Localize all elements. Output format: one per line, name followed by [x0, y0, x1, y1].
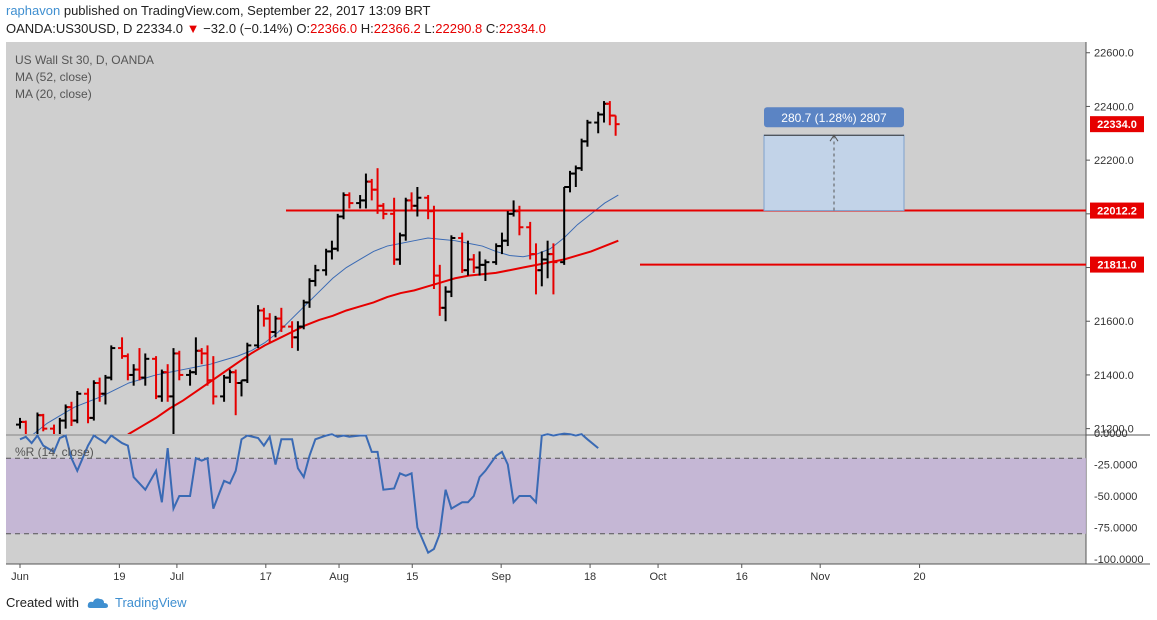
open-value: 22366.0 [310, 21, 358, 36]
x-tick-label: Nov [810, 571, 830, 583]
published-text: published on TradingView.com, September … [63, 3, 431, 18]
ohlc-bar [73, 391, 82, 424]
close-value: 22334.0 [498, 21, 546, 36]
ohlc-bar [481, 259, 490, 281]
y-tick-label: 22200.0 [1094, 155, 1134, 167]
legend-ma52: MA (52, close) [15, 70, 92, 84]
main-pane: 280.7 (1.28%) 2807 [16, 101, 1086, 434]
osc-tick-label: 0.0000 [1094, 428, 1128, 440]
x-tick-label: 17 [260, 571, 272, 583]
down-arrow-icon: ▼ [186, 21, 200, 36]
price-tag [1090, 116, 1144, 133]
ohlc-bar [549, 243, 558, 295]
ohlc-bar [209, 356, 218, 405]
osc-tick-label: -25.0000 [1094, 460, 1137, 472]
open-label: O: [296, 21, 311, 36]
x-tick-label: Jul [170, 571, 184, 583]
ohlc-bar [107, 345, 116, 381]
low-label: L: [424, 21, 436, 36]
low-value: 22290.8 [435, 21, 483, 36]
osc-tick-label: -100.0000 [1094, 554, 1144, 566]
x-tick-label: Aug [329, 571, 349, 583]
ohlc-bar [50, 424, 56, 434]
x-tick-label: 16 [736, 571, 748, 583]
y-tick-label: 22400.0 [1094, 101, 1134, 113]
x-tick-label: Oct [649, 571, 666, 583]
ohlc-bar [345, 192, 354, 209]
ma20-line [32, 194, 619, 434]
legend-title: US Wall St 30, D, OANDA [15, 53, 154, 67]
oscillator-pane [6, 432, 1086, 555]
footer: Created with TradingView [6, 595, 187, 610]
tradingview-link[interactable]: TradingView [114, 595, 187, 610]
ohlc-bar [447, 235, 456, 298]
williams-r-line [19, 432, 599, 555]
legend-williams-r: %R (14, close) [15, 445, 94, 459]
y-tick-label: 21400.0 [1094, 370, 1134, 382]
ohlc-bar [611, 114, 620, 136]
ohlc-header: OANDA:US30USD, D 22334.0 ▼ −32.0 (−0.14%… [6, 21, 546, 36]
x-tick-label: 15 [406, 571, 418, 583]
measure-label: 280.7 (1.28%) 2807 [781, 111, 887, 125]
ohlc-bar [21, 420, 27, 434]
x-tick-label: Jun [11, 571, 29, 583]
price-tag [1090, 256, 1144, 273]
ohlc-bar [413, 186, 422, 217]
x-tick-label: 19 [113, 571, 125, 583]
high-value: 22366.2 [373, 21, 421, 36]
ohlc-bar [243, 342, 252, 383]
ohlc-bar [39, 413, 48, 432]
username-link[interactable]: raphavon [6, 3, 61, 18]
price-tag-label: 21811.0 [1097, 260, 1136, 272]
osc-tick-label: -50.0000 [1094, 491, 1137, 503]
close-label: C: [485, 21, 499, 36]
ohlc-bar [515, 205, 524, 236]
tradingview-logo-icon [87, 597, 108, 608]
axes: 21200.021400.021600.021800.022000.022200… [11, 48, 1144, 583]
legend-ma20: MA (20, close) [15, 87, 92, 101]
price-chart[interactable]: 280.7 (1.28%) 2807 21200.0 21400.0 21600.0… [0, 0, 1157, 590]
change-value: −32.0 (−0.14%) [203, 21, 293, 36]
ma52-line [127, 239, 619, 434]
symbol-label: OANDA:US30USD, D [6, 21, 133, 36]
price-tag [1090, 202, 1144, 219]
y-tick-label: 21600.0 [1094, 316, 1134, 328]
osc-tick-label: -75.0000 [1094, 523, 1137, 535]
last-price: 22334.0 [136, 21, 184, 36]
y-tick-label: 22600.0 [1094, 48, 1134, 60]
ohlc-bar [141, 353, 150, 386]
y-tick-label: 21200.0 [1094, 424, 1134, 436]
x-tick-label: Sep [491, 571, 511, 583]
ohlc-bar [583, 119, 592, 147]
measure-arrow-head [829, 134, 839, 142]
high-label: H: [360, 21, 374, 36]
x-tick-label: 20 [913, 571, 925, 583]
ohlc-bar [175, 350, 184, 381]
measure-label-bg [764, 107, 904, 128]
created-with-text: Created with [6, 595, 79, 610]
ohlc-bar [311, 264, 320, 287]
wr-band [6, 458, 1086, 534]
price-tag-label: 22012.2 [1097, 206, 1137, 218]
x-tick-label: 18 [584, 571, 596, 583]
ohlc-bar [379, 203, 388, 220]
publish-info: raphavon published on TradingView.com, S… [6, 3, 431, 18]
ohlc-bar [277, 307, 286, 332]
price-tag-label: 22334.0 [1097, 119, 1137, 131]
